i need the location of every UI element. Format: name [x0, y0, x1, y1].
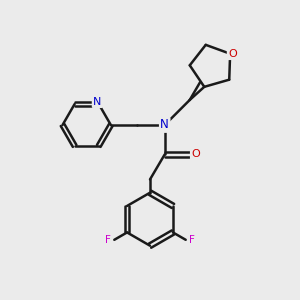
Text: O: O	[191, 149, 200, 159]
Text: N: N	[93, 97, 101, 107]
Text: F: F	[105, 235, 111, 245]
Text: F: F	[189, 235, 195, 245]
Text: N: N	[160, 118, 169, 131]
Text: O: O	[228, 49, 237, 59]
